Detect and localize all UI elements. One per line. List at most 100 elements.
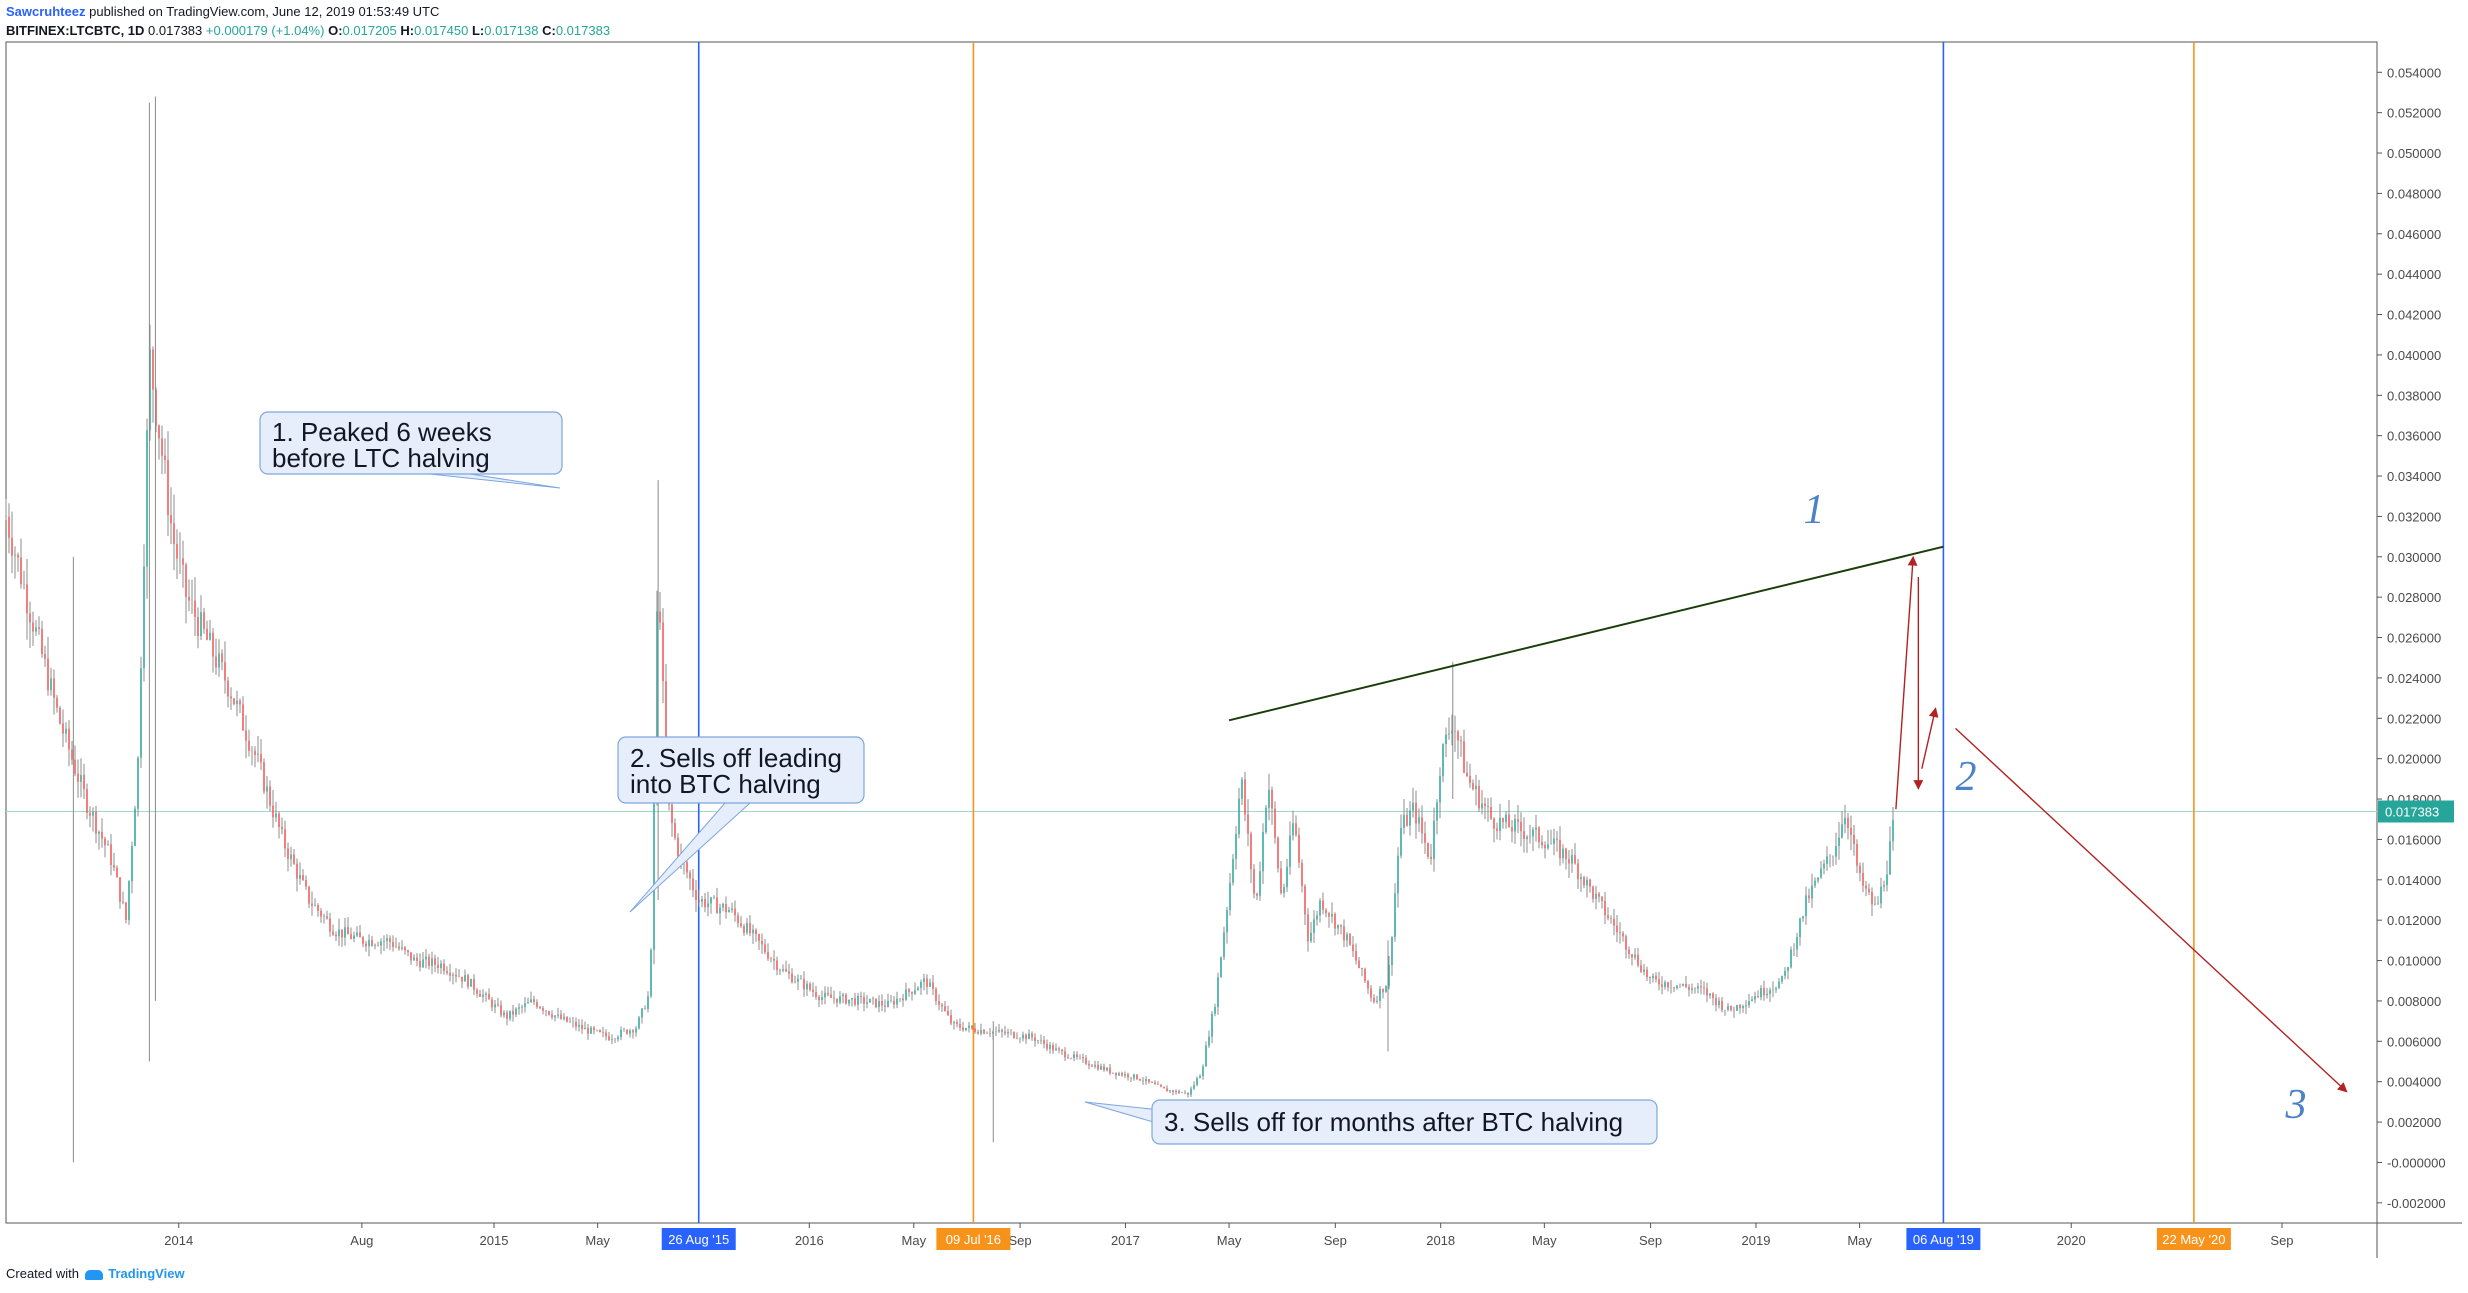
time-tick-label: Sep: [2270, 1233, 2293, 1248]
close-label: C:: [542, 23, 556, 38]
price-tick-label: 0.034000: [2387, 469, 2441, 484]
time-tick-label: 2020: [2057, 1233, 2086, 1248]
wave-number: 3: [2285, 1082, 2307, 1128]
price-tick-label: 0.036000: [2387, 429, 2441, 444]
footer: Created with TradingView: [6, 1266, 185, 1281]
callout-box: [617, 736, 865, 804]
tradingview-logo-icon: [84, 1269, 103, 1280]
date-badge: [661, 1228, 736, 1250]
price-tick-label: 0.010000: [2387, 954, 2441, 969]
low-label: L:: [471, 23, 485, 38]
callout-text: 2. Sells off leading: [630, 743, 842, 773]
callout-box: [259, 411, 563, 475]
projection-arrow: [1895, 555, 1918, 810]
date-badge-label: 09 Jul '16: [946, 1232, 1001, 1247]
time-tick-label: 2018: [1426, 1233, 1455, 1248]
high-label: H:: [400, 23, 415, 38]
price-series-layer: [5, 96, 1894, 1163]
date-badge-label: 22 May '20: [2162, 1232, 2225, 1247]
callout-text: before LTC halving: [272, 443, 490, 473]
callout-box: [1151, 1099, 1658, 1145]
callout-text: 3. Sells off for months after BTC halvin…: [1164, 1107, 1623, 1137]
last-price-badge: [2378, 800, 2454, 823]
tradingview-brand[interactable]: TradingView: [108, 1266, 185, 1281]
last-price: 0.017383: [148, 23, 203, 38]
time-tick-label: 2019: [1742, 1233, 1771, 1248]
plot-frame: [5, 41, 2378, 1224]
date-badge-label: 26 Aug '15: [668, 1232, 729, 1247]
price-tick-label: 0.032000: [2387, 509, 2441, 524]
time-tick-label: 2015: [480, 1233, 509, 1248]
resistance-trendline: [1228, 545, 1944, 722]
price-tick-label: 0.048000: [2387, 186, 2441, 201]
price-axis[interactable]: 0.054000 0.052000 0.050000 0.048000 0.046000…: [2377, 65, 2446, 1211]
time-tick-label: May: [585, 1233, 610, 1248]
callout-pointer: [1084, 1101, 1161, 1125]
author-link[interactable]: Sawcruhteez: [6, 4, 86, 19]
publish-line: Sawcruhteez published on TradingView.com…: [6, 2, 610, 21]
price-tick-label: 0.028000: [2387, 590, 2441, 605]
publish-info: published on TradingView.com, June 12, 2…: [89, 4, 440, 19]
callout-pointer: [629, 802, 752, 913]
price-tick-label: 0.016000: [2387, 832, 2441, 847]
badge-layer: 26 Aug '15 09 Jul '16 06 Aug '19 22 May '20…: [661, 800, 2454, 1250]
time-tick-label: May: [1217, 1233, 1242, 1248]
open-label: O:: [328, 23, 343, 38]
price-tick-label: 0.012000: [2387, 913, 2441, 928]
last-price-badge-label: 0.017383: [2385, 805, 2439, 820]
callout-pointer: [429, 473, 561, 489]
open-value: 0.017205: [342, 23, 397, 38]
price-tick-label: 0.052000: [2387, 106, 2441, 121]
callout: 3. Sells off for months after BTC halvin…: [1084, 1099, 1658, 1145]
created-with-label: Created with: [6, 1266, 79, 1281]
price-tick-label: 0.020000: [2387, 752, 2441, 767]
time-tick-label: 2016: [795, 1233, 824, 1248]
time-tick-label: Sep: [1324, 1233, 1347, 1248]
price-tick-label: 0.008000: [2387, 994, 2441, 1009]
price-tick-label: 0.014000: [2387, 873, 2441, 888]
time-tick-label: 2017: [1111, 1233, 1140, 1248]
time-tick-label: 2014: [164, 1233, 193, 1248]
price-tick-label: 0.042000: [2387, 308, 2441, 323]
price-tick-label: 0.004000: [2387, 1075, 2441, 1090]
symbol-label: BITFINEX:LTCBTC, 1D: [6, 23, 145, 38]
price-tick-label: 0.046000: [2387, 227, 2441, 242]
high-value: 0.017450: [414, 23, 469, 38]
price-tick-label: 0.054000: [2387, 65, 2441, 80]
price-tick-label: 0.044000: [2387, 267, 2441, 282]
wave-number: 2: [1956, 754, 1977, 800]
callout-text: 1. Peaked 6 weeks: [272, 417, 492, 447]
time-tick-label: Sep: [1008, 1233, 1031, 1248]
vertical-line-layer: [697, 42, 2195, 1223]
price-tick-label: 0.026000: [2387, 631, 2441, 646]
time-tick-label: May: [1847, 1233, 1872, 1248]
date-badge: [2156, 1228, 2231, 1250]
date-badge-label: 06 Aug '19: [1913, 1232, 1974, 1247]
price-tick-label: -0.000000: [2387, 1155, 2446, 1170]
price-tick-label: 0.038000: [2387, 388, 2441, 403]
chart-header: Sawcruhteez published on TradingView.com…: [6, 2, 610, 40]
ohlc-line: BITFINEX:LTCBTC, 1D 0.017383 +0.000179 (…: [6, 21, 610, 40]
date-badge: [936, 1228, 1011, 1250]
projection-arrow: [1955, 727, 2348, 1093]
price-change: +0.000179 (+1.04%): [205, 23, 325, 38]
time-axis[interactable]: 2014 Aug 2015 May 2016 May Sep 2017 May Sep 2018 Ma…: [164, 1223, 2294, 1248]
time-tick-label: May: [902, 1233, 927, 1248]
time-tick-label: Sep: [1639, 1233, 1662, 1248]
price-tick-label: 0.024000: [2387, 671, 2441, 686]
price-tick-label: 0.002000: [2387, 1115, 2441, 1130]
projection-arrow: [1921, 707, 1939, 769]
time-tick-label: May: [1532, 1233, 1557, 1248]
price-tick-label: 0.050000: [2387, 146, 2441, 161]
price-tick-label: 0.030000: [2387, 550, 2441, 565]
low-value: 0.017138: [484, 23, 539, 38]
price-tick-label: 0.006000: [2387, 1034, 2441, 1049]
wave-number: 1: [1804, 487, 1825, 533]
callout-text: into BTC halving: [630, 769, 821, 799]
close-value: 0.017383: [555, 23, 611, 38]
price-tick-label: 0.022000: [2387, 711, 2441, 726]
price-tick-label: 0.040000: [2387, 348, 2441, 363]
